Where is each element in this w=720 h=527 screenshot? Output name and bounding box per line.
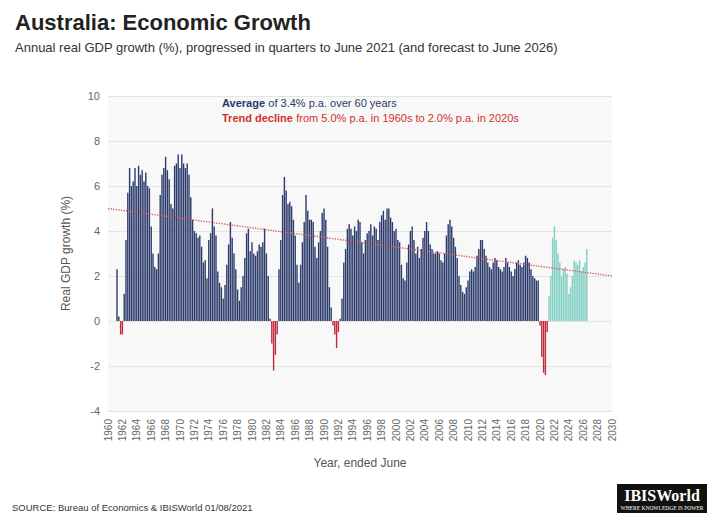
svg-text:1974: 1974: [203, 419, 214, 442]
svg-text:2008: 2008: [448, 419, 459, 442]
svg-text:1970: 1970: [175, 419, 186, 442]
svg-text:Real GDP growth (%): Real GDP growth (%): [59, 196, 73, 311]
svg-text:1988: 1988: [304, 419, 315, 442]
svg-text:Year, ended June: Year, ended June: [314, 456, 407, 470]
svg-text:Annual real GDP growth (%), pr: Annual real GDP growth (%), progressed i…: [15, 40, 557, 55]
svg-text:1978: 1978: [232, 419, 243, 442]
svg-text:2028: 2028: [592, 419, 603, 442]
svg-text:-2: -2: [90, 360, 100, 372]
svg-text:6: 6: [94, 180, 100, 192]
svg-text:1982: 1982: [261, 419, 272, 442]
svg-text:SOURCE: Bureau of Economics &: SOURCE: Bureau of Economics & IBISWorld …: [12, 502, 253, 513]
svg-text:1962: 1962: [117, 419, 128, 442]
svg-text:1994: 1994: [347, 419, 358, 442]
svg-text:1998: 1998: [376, 419, 387, 442]
svg-text:2012: 2012: [477, 419, 488, 442]
svg-text:2018: 2018: [520, 419, 531, 442]
svg-text:2020: 2020: [535, 419, 546, 442]
svg-text:1980: 1980: [247, 419, 258, 442]
svg-text:2006: 2006: [434, 419, 445, 442]
svg-text:1984: 1984: [275, 419, 286, 442]
svg-text:2014: 2014: [491, 419, 502, 442]
svg-text:from 5.0% p.a. in 1960s to 2.0: from 5.0% p.a. in 1960s to 2.0% p.a. in …: [296, 112, 519, 124]
svg-text:10: 10: [88, 90, 100, 102]
svg-text:2022: 2022: [549, 419, 560, 442]
svg-text:2016: 2016: [506, 419, 517, 442]
svg-text:1964: 1964: [131, 419, 142, 442]
svg-text:2004: 2004: [419, 419, 430, 442]
svg-text:Average: Average: [222, 97, 265, 109]
svg-text:2: 2: [94, 270, 100, 282]
svg-text:0: 0: [94, 315, 100, 327]
svg-text:of 3.4% p.a. over 60 years: of 3.4% p.a. over 60 years: [268, 97, 397, 109]
svg-text:1972: 1972: [189, 419, 200, 442]
svg-text:1992: 1992: [333, 419, 344, 442]
svg-text:4: 4: [94, 225, 100, 237]
svg-text:2010: 2010: [463, 419, 474, 442]
svg-text:1976: 1976: [218, 419, 229, 442]
svg-text:1990: 1990: [319, 419, 330, 442]
svg-text:IBISWorld: IBISWorld: [624, 487, 700, 504]
svg-text:2024: 2024: [563, 419, 574, 442]
svg-text:2000: 2000: [391, 419, 402, 442]
svg-text:1960: 1960: [103, 419, 114, 442]
svg-text:1996: 1996: [362, 419, 373, 442]
svg-text:1986: 1986: [290, 419, 301, 442]
svg-text:1968: 1968: [160, 419, 171, 442]
svg-text:2002: 2002: [405, 419, 416, 442]
svg-text:WHERE KNOWLEDGE IS POWER: WHERE KNOWLEDGE IS POWER: [621, 505, 704, 511]
svg-text:Trend decline: Trend decline: [222, 112, 293, 124]
svg-text:2026: 2026: [578, 419, 589, 442]
svg-text:Australia: Economic Growth: Australia: Economic Growth: [15, 10, 311, 35]
svg-text:2030: 2030: [607, 419, 618, 442]
svg-text:8: 8: [94, 135, 100, 147]
svg-text:-4: -4: [90, 405, 100, 417]
svg-text:1966: 1966: [146, 419, 157, 442]
